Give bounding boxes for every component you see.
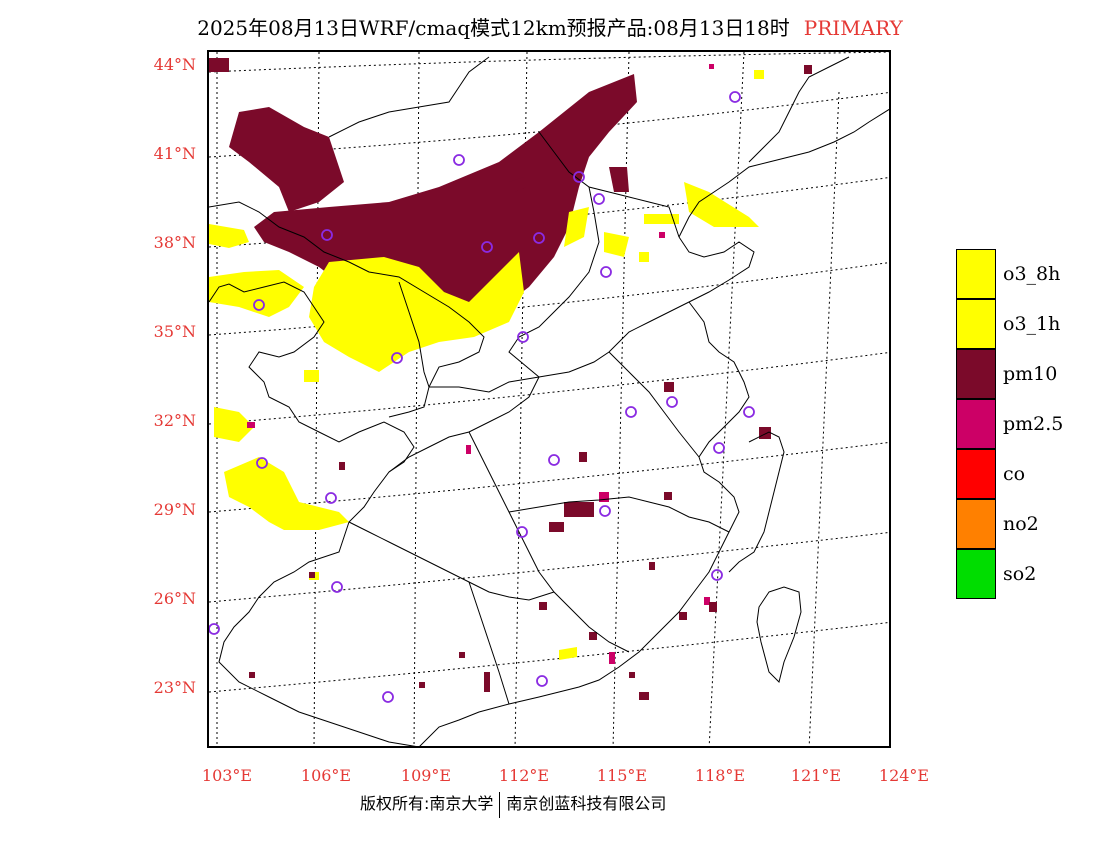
- primary-label: PRIMARY: [803, 16, 903, 40]
- lat-label: 32°N: [153, 411, 196, 430]
- lat-label: 26°N: [153, 589, 196, 608]
- legend-swatch: [956, 549, 996, 599]
- title-text: 2025年08月13日WRF/cmaq模式12km预报产品:08月13日18时: [197, 16, 790, 40]
- lat-label: 38°N: [153, 233, 196, 252]
- pm25-field: [247, 64, 714, 664]
- copyright: 版权所有:南京大学 南京创蓝科技有限公司: [360, 790, 666, 818]
- lon-label: 118°E: [694, 766, 746, 785]
- legend-label: o3_8h: [1003, 263, 1061, 285]
- lon-label: 109°E: [400, 766, 452, 785]
- station-markers: [209, 91, 755, 703]
- legend-swatch: [956, 399, 996, 449]
- lon-label: 106°E: [300, 766, 352, 785]
- lon-label: 115°E: [596, 766, 648, 785]
- o3-field: [209, 70, 764, 660]
- lat-label: 23°N: [153, 678, 196, 697]
- boundaries: [209, 56, 889, 746]
- lon-label: 112°E: [498, 766, 550, 785]
- copyright-left: 版权所有:南京大学: [360, 794, 494, 813]
- legend-swatch: [956, 449, 996, 499]
- legend-swatch: [956, 499, 996, 549]
- legend-label: co: [1003, 463, 1026, 485]
- map-title: 2025年08月13日WRF/cmaq模式12km预报产品:08月13日18时 P…: [0, 12, 1100, 41]
- lat-label: 44°N: [153, 55, 196, 74]
- copyright-right: 南京创蓝科技有限公司: [506, 794, 667, 813]
- legend-label: so2: [1003, 563, 1037, 585]
- legend-label: pm2.5: [1003, 413, 1064, 435]
- copyright-divider: [499, 791, 501, 818]
- legend-label: no2: [1003, 513, 1039, 535]
- lon-label: 124°E: [878, 766, 930, 785]
- legend-swatch: [956, 349, 996, 399]
- forecast-map: [209, 52, 889, 746]
- legend-swatch: [956, 299, 996, 349]
- lon-label: 103°E: [201, 766, 253, 785]
- legend-label: pm10: [1003, 363, 1058, 385]
- lat-label: 35°N: [153, 322, 196, 341]
- pm10-scatter: [249, 382, 771, 700]
- legend-swatch: [956, 249, 996, 299]
- lon-label: 121°E: [790, 766, 842, 785]
- map-panel[interactable]: [207, 50, 891, 748]
- lat-label: 29°N: [153, 500, 196, 519]
- legend-label: o3_1h: [1003, 313, 1061, 335]
- lat-label: 41°N: [153, 144, 196, 163]
